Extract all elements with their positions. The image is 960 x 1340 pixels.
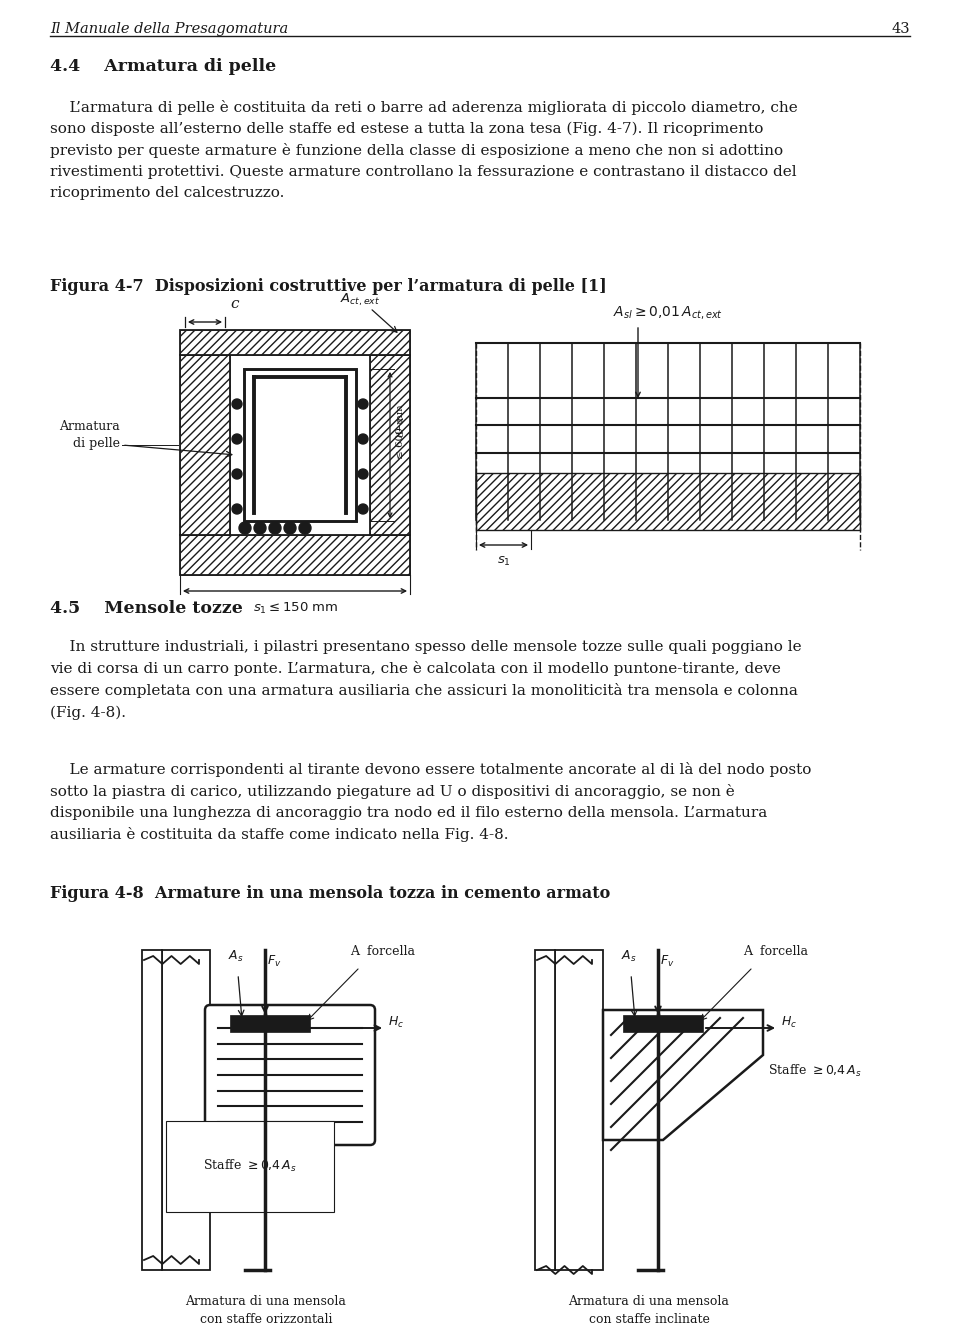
Text: d−x: d−x: [396, 415, 405, 437]
Text: $A_s$: $A_s$: [228, 949, 244, 963]
Text: Staffe $\geq 0{,}4\,A_s$: Staffe $\geq 0{,}4\,A_s$: [768, 1063, 862, 1079]
Bar: [180, 535, 410, 575]
Text: In strutture industriali, i pilastri presentano spesso delle mensole tozze sulle: In strutture industriali, i pilastri pre…: [50, 641, 802, 720]
Text: c: c: [230, 297, 239, 311]
Text: Figura 4-7  Disposizioni costruttive per l’armatura di pelle [1]: Figura 4-7 Disposizioni costruttive per …: [50, 277, 607, 295]
Bar: [142, 950, 162, 1270]
Bar: [623, 1014, 703, 1032]
Bar: [370, 355, 410, 535]
Circle shape: [232, 434, 242, 444]
Text: $s_1$: $s_1$: [496, 555, 511, 568]
Text: 4.5    Mensole tozze: 4.5 Mensole tozze: [50, 600, 243, 616]
Text: 4.4    Armatura di pelle: 4.4 Armatura di pelle: [50, 58, 276, 75]
Bar: [180, 355, 230, 535]
Text: Il Manuale della Presagomatura: Il Manuale della Presagomatura: [50, 21, 288, 36]
Circle shape: [232, 399, 242, 409]
Circle shape: [232, 504, 242, 515]
Bar: [370, 355, 410, 535]
Circle shape: [254, 523, 266, 535]
Bar: [555, 950, 603, 1270]
Text: Armatura di una mensola
con staffe inclinate: Armatura di una mensola con staffe incli…: [568, 1294, 730, 1327]
Circle shape: [358, 469, 368, 478]
Text: $H_c$: $H_c$: [388, 1014, 404, 1030]
Bar: [180, 330, 410, 355]
Text: Le armature corrispondenti al tirante devono essere totalmente ancorate al di là: Le armature corrispondenti al tirante de…: [50, 762, 811, 842]
Text: $A_{ct,ext}$: $A_{ct,ext}$: [340, 292, 380, 308]
Bar: [180, 355, 230, 535]
Bar: [476, 473, 860, 531]
Circle shape: [358, 504, 368, 515]
Bar: [180, 535, 410, 575]
Polygon shape: [603, 1010, 763, 1140]
Circle shape: [239, 523, 251, 535]
Text: 43: 43: [892, 21, 910, 36]
Circle shape: [299, 523, 311, 535]
Text: Figura 4-8  Armature in una mensola tozza in cemento armato: Figura 4-8 Armature in una mensola tozza…: [50, 884, 611, 902]
Text: Armatura
di pelle: Armatura di pelle: [60, 419, 120, 450]
Text: A  forcella: A forcella: [350, 945, 415, 958]
Circle shape: [284, 523, 296, 535]
Text: L’armatura di pelle è costituita da reti o barre ad aderenza migliorata di picco: L’armatura di pelle è costituita da reti…: [50, 100, 798, 200]
Text: $F_v$: $F_v$: [660, 954, 675, 969]
Text: Staffe $\geq 0{,}4\,A_s$: Staffe $\geq 0{,}4\,A_s$: [204, 1158, 297, 1174]
Text: $H_c$: $H_c$: [781, 1014, 797, 1030]
Circle shape: [269, 523, 281, 535]
Bar: [476, 473, 860, 531]
Text: $A_{sl} \geq 0{,}01\,A_{ct,ext}$: $A_{sl} \geq 0{,}01\,A_{ct,ext}$: [613, 304, 723, 322]
Bar: [230, 1014, 310, 1032]
Circle shape: [232, 469, 242, 478]
Text: ≤ 600 mm: ≤ 600 mm: [396, 405, 405, 460]
Circle shape: [358, 434, 368, 444]
FancyBboxPatch shape: [205, 1005, 375, 1144]
Text: $s_1 \leq 150\;\mathrm{mm}$: $s_1 \leq 150\;\mathrm{mm}$: [252, 602, 338, 616]
Bar: [180, 330, 410, 355]
Text: $F_v$: $F_v$: [267, 954, 281, 969]
Bar: [535, 950, 555, 1270]
Text: Armatura di una mensola
con staffe orizzontali: Armatura di una mensola con staffe orizz…: [185, 1294, 347, 1327]
Bar: [244, 369, 356, 521]
Circle shape: [358, 399, 368, 409]
Text: $A_s$: $A_s$: [621, 949, 636, 963]
Bar: [162, 950, 210, 1270]
Text: A  forcella: A forcella: [743, 945, 808, 958]
